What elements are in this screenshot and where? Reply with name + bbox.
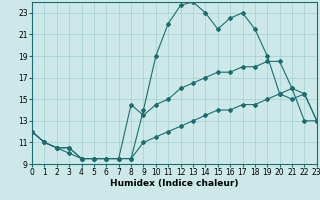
X-axis label: Humidex (Indice chaleur): Humidex (Indice chaleur) [110,179,239,188]
